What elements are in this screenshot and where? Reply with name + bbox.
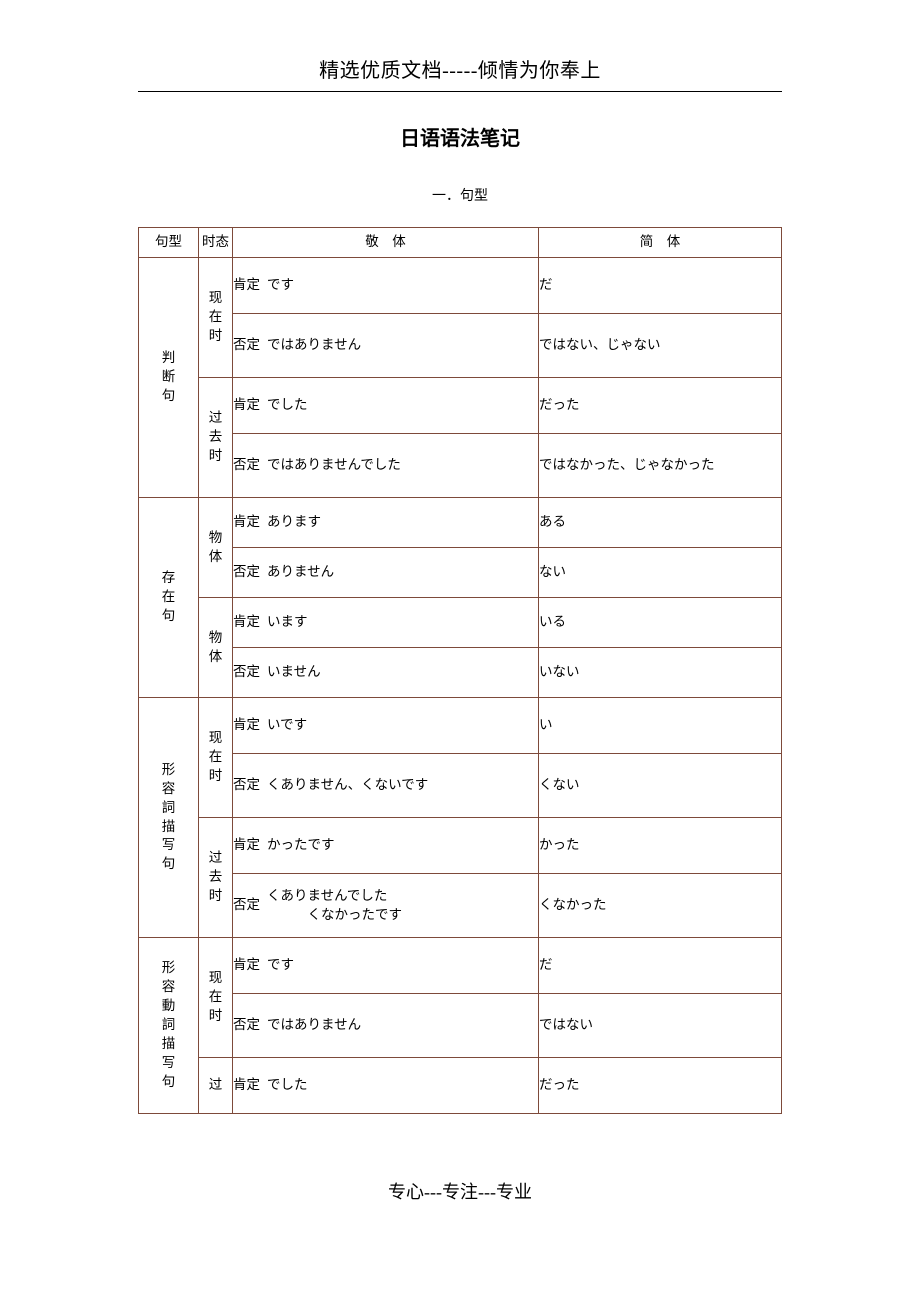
section-heading: 一．句型 — [138, 185, 782, 205]
sentence-type-cell: 判断句 — [139, 258, 199, 498]
polite-cell: 肯定でした — [233, 378, 539, 434]
polite-cell: 否定ではありません — [233, 314, 539, 378]
plain-cell: いる — [539, 598, 782, 648]
polite-cell: 肯定です — [233, 258, 539, 314]
plain-cell: い — [539, 698, 782, 754]
plain-cell: いない — [539, 648, 782, 698]
tense-cell: 物体 — [199, 498, 233, 598]
tense-cell: 现在时 — [199, 698, 233, 818]
document-title: 日语语法笔记 — [138, 122, 782, 151]
col-tense: 时态 — [199, 228, 233, 258]
tense-cell: 过去时 — [199, 818, 233, 938]
polite-cell: 肯定かったです — [233, 818, 539, 874]
plain-cell: だ — [539, 258, 782, 314]
polite-cell: 肯定いです — [233, 698, 539, 754]
plain-cell: くなかった — [539, 874, 782, 938]
col-plain: 简 体 — [539, 228, 782, 258]
plain-cell: かった — [539, 818, 782, 874]
plain-cell: くない — [539, 754, 782, 818]
tense-cell: 过去时 — [199, 378, 233, 498]
polite-cell: 否定いません — [233, 648, 539, 698]
polite-cell: 肯定でした — [233, 1058, 539, 1114]
plain-cell: ではない、じゃない — [539, 314, 782, 378]
plain-cell: ない — [539, 548, 782, 598]
tense-cell: 过 — [199, 1058, 233, 1114]
col-polite: 敬 体 — [233, 228, 539, 258]
plain-cell: だった — [539, 1058, 782, 1114]
sentence-type-cell: 形容動詞描写句 — [139, 938, 199, 1114]
plain-cell: だ — [539, 938, 782, 994]
polite-cell: 否定ありません — [233, 548, 539, 598]
sentence-type-cell: 形容詞描写句 — [139, 698, 199, 938]
page-footer: 专心---专注---专业 — [138, 1178, 782, 1204]
polite-cell: 肯定です — [233, 938, 539, 994]
plain-cell: だった — [539, 378, 782, 434]
sentence-type-cell: 存在句 — [139, 498, 199, 698]
polite-cell: 否定ではありません — [233, 994, 539, 1058]
col-sentence: 句型 — [139, 228, 199, 258]
tense-cell: 物体 — [199, 598, 233, 698]
grammar-table: 句型 时态 敬 体 简 体 判断句现在时肯定ですだ否定ではありませんではない、じ… — [138, 227, 782, 1114]
plain-cell: ではなかった、じゃなかった — [539, 434, 782, 498]
polite-cell: 否定ではありませんでした — [233, 434, 539, 498]
tense-cell: 现在时 — [199, 258, 233, 378]
tense-cell: 现在时 — [199, 938, 233, 1058]
polite-cell: 否定くありません、くないです — [233, 754, 539, 818]
plain-cell: ではない — [539, 994, 782, 1058]
plain-cell: ある — [539, 498, 782, 548]
polite-cell: 肯定あります — [233, 498, 539, 548]
polite-cell: 肯定います — [233, 598, 539, 648]
page-header: 精选优质文档-----倾情为你奉上 — [138, 54, 782, 92]
polite-cell: 否定くありませんでした くなかったです — [233, 874, 539, 938]
